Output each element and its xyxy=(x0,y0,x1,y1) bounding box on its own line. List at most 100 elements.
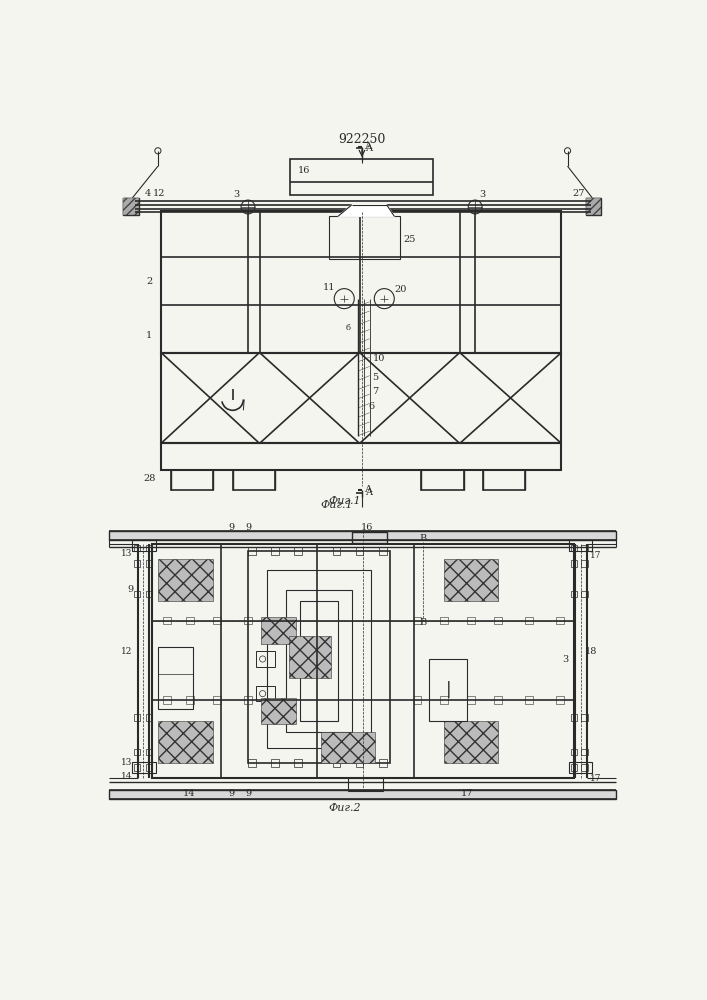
Text: B: B xyxy=(419,618,426,627)
Bar xyxy=(586,198,602,215)
Text: A: A xyxy=(363,485,371,494)
Bar xyxy=(494,696,502,704)
Bar xyxy=(271,759,279,767)
Bar xyxy=(586,198,602,215)
Text: 3: 3 xyxy=(562,654,568,664)
Text: 17: 17 xyxy=(461,789,474,798)
Text: 25: 25 xyxy=(404,235,416,244)
Bar xyxy=(288,636,331,678)
Bar xyxy=(581,764,588,771)
Bar xyxy=(414,617,421,624)
Text: 13: 13 xyxy=(121,549,132,558)
Text: 27: 27 xyxy=(573,189,585,198)
Bar xyxy=(248,551,390,763)
Bar xyxy=(321,732,375,763)
Bar xyxy=(244,617,252,624)
Bar xyxy=(421,470,464,490)
Bar xyxy=(294,759,302,767)
Bar xyxy=(110,531,616,540)
Text: Фиг.1: Фиг.1 xyxy=(328,496,361,506)
Text: A: A xyxy=(366,144,373,153)
Text: 9: 9 xyxy=(245,523,251,532)
Bar xyxy=(356,547,363,555)
Bar xyxy=(467,696,475,704)
Bar xyxy=(444,559,498,601)
Text: 1: 1 xyxy=(146,331,153,340)
Bar xyxy=(261,617,296,644)
Bar xyxy=(379,759,387,767)
Bar xyxy=(187,617,194,624)
Bar xyxy=(267,570,371,748)
Bar xyxy=(271,547,279,555)
Text: 2: 2 xyxy=(146,277,153,286)
Text: 9: 9 xyxy=(245,789,251,798)
Bar xyxy=(248,547,256,555)
Text: 17: 17 xyxy=(590,774,601,783)
Bar xyxy=(161,353,561,443)
Text: 10: 10 xyxy=(373,354,385,363)
Bar xyxy=(248,759,256,767)
Bar xyxy=(214,696,221,704)
Bar xyxy=(494,617,502,624)
Bar xyxy=(571,560,577,567)
Bar xyxy=(134,749,140,755)
Text: 20: 20 xyxy=(395,285,407,294)
Bar xyxy=(123,198,139,215)
Text: 11: 11 xyxy=(322,283,335,292)
Bar xyxy=(146,749,152,755)
Bar xyxy=(187,696,194,704)
Text: 5: 5 xyxy=(372,373,378,382)
Bar xyxy=(146,560,152,567)
Text: 14: 14 xyxy=(182,789,195,798)
Bar xyxy=(244,696,252,704)
Bar xyxy=(429,659,467,721)
Bar xyxy=(132,762,156,773)
Text: 12: 12 xyxy=(121,647,132,656)
Bar xyxy=(571,749,577,755)
Bar xyxy=(356,759,363,767)
Bar xyxy=(158,721,214,763)
Bar xyxy=(294,547,302,555)
Bar xyxy=(146,591,152,597)
Bar xyxy=(333,759,340,767)
Bar xyxy=(158,647,192,709)
Bar xyxy=(256,651,275,667)
Bar xyxy=(556,696,563,704)
Text: б: б xyxy=(346,324,351,332)
Bar xyxy=(134,545,140,551)
Bar xyxy=(525,617,533,624)
Text: A: A xyxy=(366,488,373,497)
Bar xyxy=(132,540,156,551)
Bar xyxy=(352,532,387,543)
Text: 9: 9 xyxy=(228,789,234,798)
Text: B: B xyxy=(419,534,426,543)
Text: 3: 3 xyxy=(480,190,486,199)
Bar xyxy=(581,560,588,567)
Bar xyxy=(161,443,561,470)
Bar xyxy=(134,560,140,567)
Bar xyxy=(379,547,387,555)
Bar xyxy=(146,764,152,771)
Bar xyxy=(581,545,588,551)
Bar xyxy=(134,591,140,597)
Text: 16: 16 xyxy=(298,166,310,175)
Bar xyxy=(123,198,139,215)
Bar xyxy=(291,158,433,195)
Bar xyxy=(581,749,588,755)
Text: 3: 3 xyxy=(233,190,240,199)
Bar xyxy=(233,470,275,490)
Bar xyxy=(525,696,533,704)
Bar xyxy=(467,617,475,624)
Bar xyxy=(152,544,573,778)
Polygon shape xyxy=(338,205,395,216)
Text: A: A xyxy=(363,142,371,151)
Bar xyxy=(134,764,140,771)
Text: 16: 16 xyxy=(361,523,373,532)
Bar xyxy=(571,764,577,771)
Bar xyxy=(581,714,588,721)
Bar xyxy=(483,470,525,490)
Bar xyxy=(163,617,171,624)
Text: 12: 12 xyxy=(153,189,165,198)
Bar xyxy=(569,762,592,773)
Bar xyxy=(171,470,214,490)
